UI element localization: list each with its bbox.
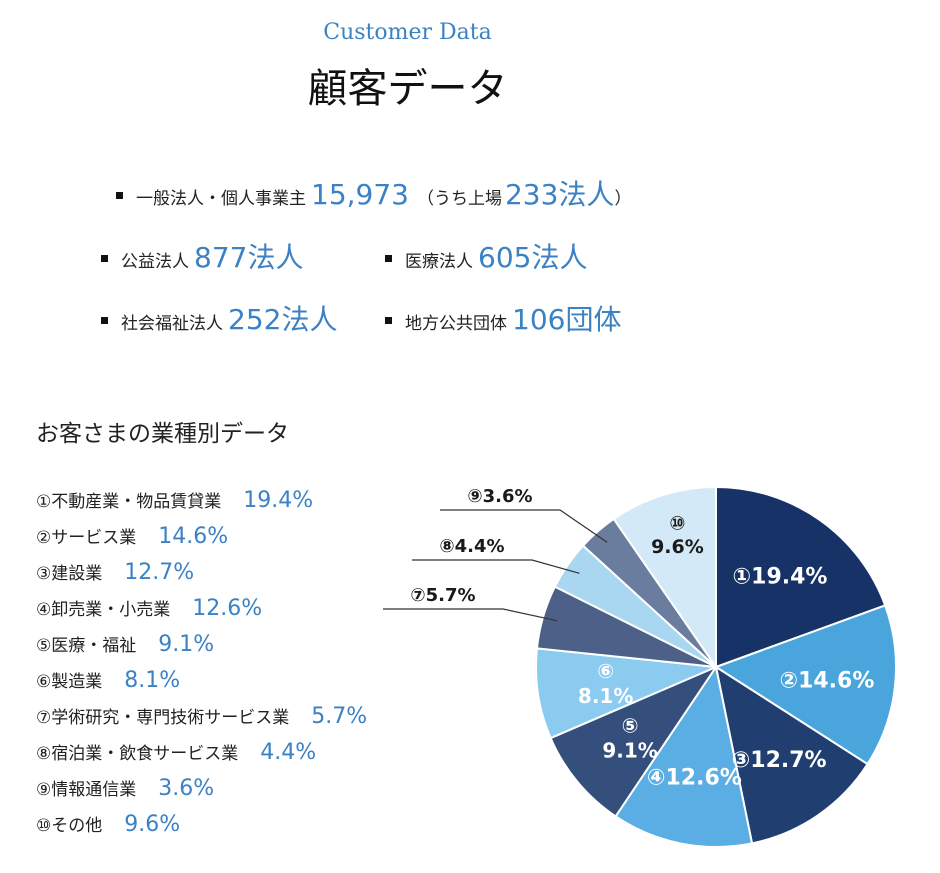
bullet [101, 317, 108, 324]
callout-line [412, 559, 580, 574]
industry-name: ②サービス業 [36, 528, 137, 548]
pie-slice [612, 485, 717, 671]
stat-note-close: ） [614, 189, 632, 209]
pie-slice [713, 604, 897, 766]
industry-row: ④卸売業・小売業 12.6% [36, 595, 262, 621]
industry-name: ⑨情報通信業 [36, 780, 137, 800]
pie-slice [715, 485, 887, 669]
industry-row: ③建設業 12.7% [36, 559, 194, 585]
industry-pct: 9.6% [124, 812, 181, 837]
pie-slice [535, 647, 720, 740]
callout-line [383, 608, 558, 622]
bullet [385, 317, 392, 324]
industry-pct: 8.1% [124, 668, 181, 693]
industry-pct: 4.4% [260, 740, 317, 765]
pie-slice-label: ⑩ 9.6% [651, 512, 704, 558]
industry-row: ⑧宿泊業・飲食サービス業 4.4% [36, 739, 316, 765]
stat-public-interest: 公益法人 877法人 [101, 236, 303, 276]
callout-line [440, 509, 608, 543]
pie-slice-label: ⑦5.7% [410, 585, 475, 606]
pie-slice-label: ⑤ 9.1% [602, 713, 657, 762]
industry-row: ⑥製造業 8.1% [36, 667, 180, 693]
stat-label: 地方公共団体 [405, 314, 507, 334]
stat-label: 公益法人 [121, 252, 189, 272]
bullet [116, 192, 123, 199]
industry-row: ①不動産業・物品賃貸業 19.4% [36, 487, 313, 513]
stat-value: 15,973 [311, 178, 409, 211]
industry-pct: 5.7% [311, 704, 368, 729]
stat-note: （うち上場 [416, 189, 502, 209]
bullet [101, 255, 108, 262]
industry-name: ①不動産業・物品賃貸業 [36, 492, 222, 512]
industry-pct: 14.6% [158, 524, 229, 549]
pie-slice [549, 664, 719, 818]
pie-slice-label: ①19.4% [733, 565, 828, 590]
section-title: お客さまの業種別データ [36, 421, 289, 447]
stat-local-gov: 地方公共団体 106団体 [385, 298, 621, 338]
pie-slice-label: ⑨3.6% [467, 486, 532, 507]
industry-row: ⑤医療・福祉 9.1% [36, 631, 214, 657]
industry-row: ⑦学術研究・専門技術サービス業 5.7% [36, 703, 367, 729]
industry-row: ⑨情報通信業 3.6% [36, 775, 214, 801]
industry-name: ⑦学術研究・専門技術サービス業 [36, 708, 290, 728]
pie-slice [714, 664, 869, 845]
stat-label: 一般法人・個人事業主 [136, 189, 306, 209]
pie-slice-label: ②14.6% [779, 668, 874, 693]
industry-name: ⑧宿泊業・飲食サービス業 [36, 744, 239, 764]
stat-value: 106団体 [512, 303, 622, 336]
pie-slice-label: ⑥ 8.1% [578, 659, 633, 708]
industry-pct: 12.7% [124, 560, 195, 585]
industry-name: ⑩その他 [36, 816, 103, 836]
stat-value: 605法人 [478, 241, 588, 274]
bullet [385, 255, 392, 262]
industry-pct: 12.6% [192, 596, 263, 621]
stat-value: 252法人 [228, 303, 338, 336]
subtitle-en: Customer Data [323, 20, 492, 45]
stat-value: 877法人 [194, 241, 304, 274]
stat-social-welfare: 社会福祉法人 252法人 [101, 298, 337, 338]
industry-pct: 3.6% [158, 776, 215, 801]
pie-slice-label: ⑧4.4% [439, 536, 504, 557]
stat-medical-corp: 医療法人 605法人 [385, 236, 587, 276]
industry-name: ③建設業 [36, 564, 103, 584]
page-title: 顧客データ [307, 66, 508, 112]
pie-slice [614, 664, 754, 848]
stat-label: 医療法人 [405, 252, 473, 272]
industry-name: ④卸売業・小売業 [36, 600, 171, 620]
industry-name: ⑥製造業 [36, 672, 103, 692]
pie-slice-label: ④12.6% [647, 765, 742, 790]
industry-pct: 19.4% [243, 488, 314, 513]
industry-row: ②サービス業 14.6% [36, 523, 228, 549]
industry-name: ⑤医療・福祉 [36, 636, 137, 656]
pie-slice-label: ③12.7% [732, 748, 827, 773]
stat-label: 社会福祉法人 [121, 314, 223, 334]
industry-row: ⑩その他 9.6% [36, 811, 180, 837]
industry-pct: 9.1% [158, 632, 215, 657]
stat-value-listed: 233法人 [504, 178, 615, 211]
stat-general-corp: 一般法人・個人事業主 15,973 （うち上場 233法人 ） [116, 173, 631, 213]
